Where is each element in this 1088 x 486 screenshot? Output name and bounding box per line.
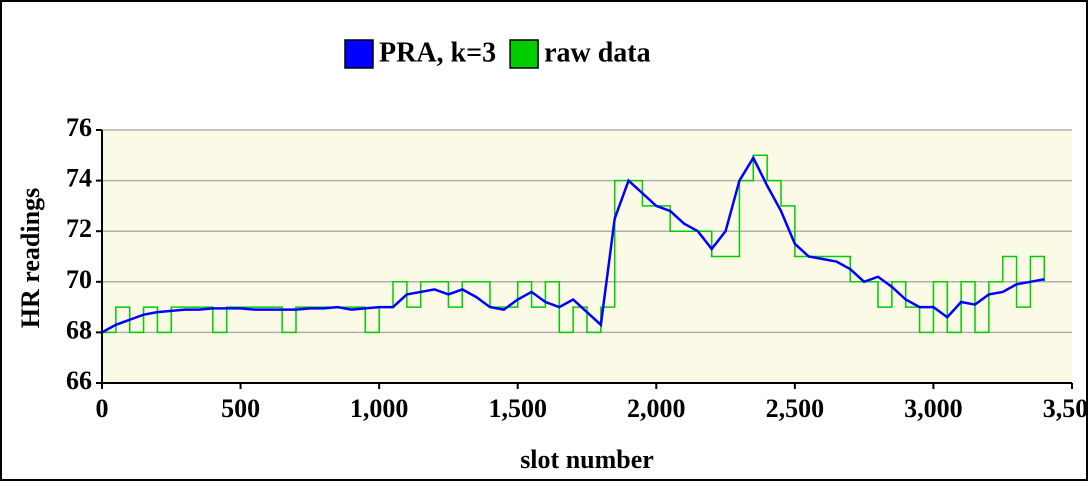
x-tick-label: 3,000: [904, 394, 963, 423]
x-tick-label: 2,000: [627, 394, 686, 423]
series-line: [101, 155, 1045, 334]
x-tick-label: 3,500: [1043, 394, 1088, 423]
x-tick-label: 2,500: [766, 394, 825, 423]
y-tick-label: 70: [66, 265, 92, 294]
y-tick-label: 72: [66, 214, 92, 243]
y-tick-label: 66: [66, 366, 92, 395]
x-axis-label: slot number: [520, 445, 654, 474]
x-tick-label: 0: [96, 394, 109, 423]
x-tick-label: 1,000: [350, 394, 409, 423]
plot-area: [102, 130, 1072, 383]
x-tick-label: 1,500: [488, 394, 547, 423]
y-tick-label: 76: [66, 113, 92, 142]
y-axis-label: HR readings: [16, 188, 45, 328]
legend-label: raw data: [544, 37, 651, 68]
y-tick-label: 74: [66, 164, 92, 193]
legend-swatch: [344, 39, 374, 69]
legend-swatch: [509, 39, 539, 69]
x-tick-label: 500: [221, 394, 260, 423]
y-tick-label: 68: [66, 315, 92, 344]
legend-label: PRA, k=3: [379, 37, 496, 68]
